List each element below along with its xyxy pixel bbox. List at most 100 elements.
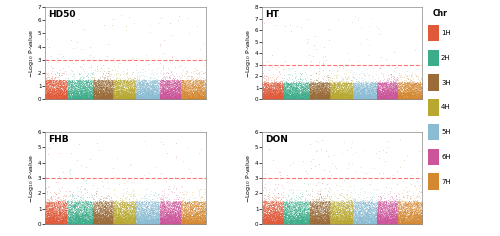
- Point: [352, 97, 360, 101]
- Point: [385, 221, 393, 225]
- Point: [400, 220, 407, 224]
- Point: [368, 200, 376, 204]
- Point: [411, 92, 419, 96]
- Point: [47, 78, 55, 82]
- Point: [390, 96, 398, 100]
- Point: [93, 200, 101, 204]
- Point: [357, 206, 365, 210]
- Point: [271, 93, 279, 97]
- Point: [398, 221, 406, 225]
- Point: [406, 213, 413, 217]
- Point: [124, 80, 132, 84]
- Point: [286, 221, 294, 225]
- Point: [58, 89, 66, 93]
- Point: [312, 217, 320, 221]
- Point: [373, 219, 381, 223]
- Point: [146, 94, 154, 98]
- Point: [356, 220, 364, 224]
- Point: [324, 214, 332, 218]
- Point: [324, 93, 332, 97]
- Point: [278, 222, 285, 225]
- Point: [306, 212, 314, 216]
- Point: [118, 222, 126, 226]
- Point: [403, 210, 411, 214]
- Point: [54, 218, 62, 222]
- Point: [288, 220, 296, 224]
- Point: [408, 217, 416, 221]
- Point: [194, 89, 202, 93]
- Point: [60, 212, 68, 215]
- Point: [190, 94, 198, 98]
- Point: [92, 204, 100, 208]
- Point: [148, 214, 156, 218]
- Point: [384, 97, 392, 101]
- Point: [309, 222, 317, 225]
- Point: [86, 95, 94, 99]
- Point: [276, 222, 284, 226]
- Point: [261, 97, 269, 100]
- Point: [379, 203, 387, 207]
- Point: [342, 94, 350, 98]
- Point: [138, 82, 146, 86]
- Point: [72, 202, 80, 206]
- Point: [340, 206, 347, 210]
- Point: [88, 207, 96, 211]
- Point: [370, 91, 378, 94]
- Point: [104, 220, 112, 224]
- Point: [375, 93, 383, 96]
- Point: [354, 220, 362, 224]
- Point: [319, 83, 327, 86]
- Point: [298, 93, 306, 97]
- Point: [151, 96, 159, 100]
- Point: [370, 220, 378, 223]
- Point: [155, 212, 163, 216]
- Point: [349, 209, 357, 212]
- Point: [414, 89, 422, 93]
- Point: [160, 216, 168, 220]
- Point: [76, 90, 84, 94]
- Point: [350, 221, 358, 225]
- Point: [270, 97, 278, 101]
- Point: [200, 212, 208, 215]
- Point: [266, 97, 274, 101]
- Point: [314, 220, 322, 224]
- Point: [142, 85, 150, 89]
- Point: [332, 94, 340, 97]
- Point: [66, 212, 74, 216]
- Point: [102, 82, 110, 86]
- Point: [94, 214, 102, 218]
- Point: [112, 97, 120, 101]
- Point: [176, 215, 184, 218]
- Point: [42, 221, 50, 224]
- Point: [350, 88, 358, 92]
- Point: [405, 199, 413, 203]
- Point: [305, 206, 313, 210]
- Point: [96, 216, 104, 219]
- Point: [98, 212, 106, 216]
- Point: [324, 97, 332, 101]
- Point: [296, 209, 304, 212]
- Point: [48, 216, 56, 220]
- Point: [128, 222, 136, 225]
- Point: [161, 218, 169, 221]
- Point: [278, 208, 285, 212]
- Point: [336, 222, 344, 226]
- Point: [84, 217, 92, 221]
- Point: [382, 202, 390, 206]
- Point: [397, 95, 405, 98]
- Point: [131, 217, 139, 221]
- Point: [322, 213, 330, 216]
- Point: [352, 83, 360, 86]
- Point: [260, 86, 268, 90]
- Point: [277, 217, 285, 221]
- Point: [412, 83, 420, 87]
- Point: [194, 96, 202, 100]
- Point: [274, 82, 282, 85]
- Point: [349, 94, 357, 97]
- Point: [350, 76, 358, 80]
- Point: [45, 94, 53, 98]
- Point: [143, 218, 151, 222]
- Point: [62, 217, 70, 220]
- Point: [342, 200, 350, 203]
- Point: [112, 95, 120, 98]
